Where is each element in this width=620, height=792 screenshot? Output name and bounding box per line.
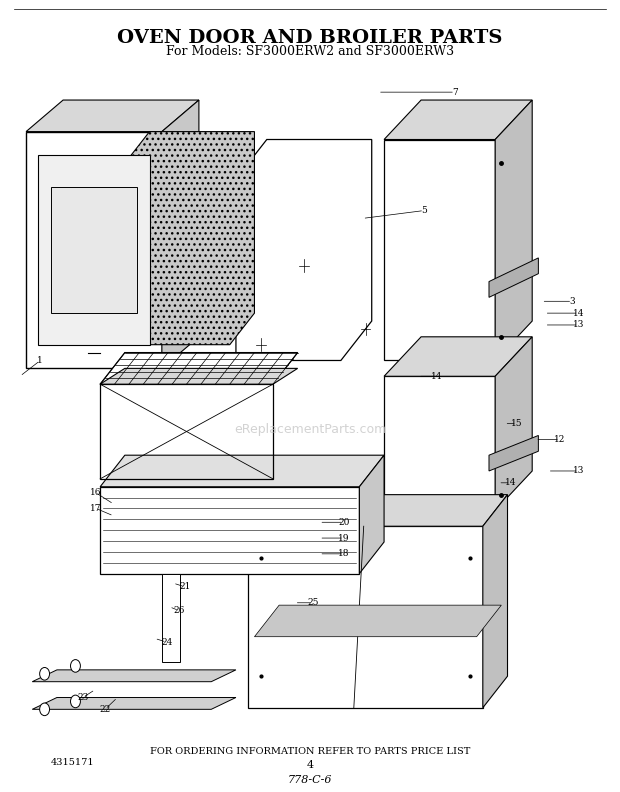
Polygon shape: [495, 100, 532, 360]
Polygon shape: [162, 100, 199, 368]
Text: 4: 4: [306, 760, 314, 771]
Text: 23: 23: [78, 693, 89, 702]
Circle shape: [71, 695, 81, 708]
Polygon shape: [100, 455, 384, 487]
Polygon shape: [162, 573, 180, 662]
Polygon shape: [360, 455, 384, 573]
Text: 4315171: 4315171: [51, 758, 94, 767]
Text: 20: 20: [339, 518, 350, 527]
Polygon shape: [100, 487, 360, 573]
Polygon shape: [384, 337, 532, 376]
Text: 16: 16: [89, 488, 101, 497]
Text: 19: 19: [338, 534, 350, 543]
Text: 12: 12: [554, 435, 565, 444]
Text: 24: 24: [161, 638, 172, 647]
Text: 14: 14: [573, 309, 584, 318]
Text: 13: 13: [573, 466, 584, 475]
Text: 14: 14: [431, 371, 442, 381]
Polygon shape: [489, 258, 538, 297]
Text: 18: 18: [338, 550, 350, 558]
Polygon shape: [125, 131, 254, 345]
Text: 3: 3: [570, 297, 575, 306]
Polygon shape: [384, 376, 495, 510]
Circle shape: [40, 668, 50, 680]
Text: 15: 15: [511, 419, 523, 428]
Polygon shape: [248, 495, 508, 526]
Polygon shape: [32, 670, 236, 682]
Polygon shape: [254, 605, 502, 637]
Text: 14: 14: [505, 478, 516, 487]
Polygon shape: [26, 100, 199, 131]
Text: 778-C-6: 778-C-6: [288, 775, 332, 786]
Text: 25: 25: [308, 598, 319, 607]
Text: 26: 26: [174, 606, 185, 615]
Circle shape: [40, 703, 50, 716]
Text: 22: 22: [99, 705, 111, 714]
Polygon shape: [26, 131, 162, 368]
Text: OVEN DOOR AND BROILER PARTS: OVEN DOOR AND BROILER PARTS: [117, 29, 503, 47]
Text: 21: 21: [180, 582, 191, 592]
Text: 7: 7: [452, 88, 458, 97]
Polygon shape: [483, 495, 508, 708]
Polygon shape: [100, 368, 298, 384]
Text: 5: 5: [421, 206, 427, 215]
Polygon shape: [384, 100, 532, 139]
Polygon shape: [38, 155, 149, 345]
Circle shape: [71, 660, 81, 672]
Polygon shape: [384, 139, 495, 360]
Text: eReplacementParts.com: eReplacementParts.com: [234, 423, 386, 436]
Text: FOR ORDERING INFORMATION REFER TO PARTS PRICE LIST: FOR ORDERING INFORMATION REFER TO PARTS …: [150, 747, 470, 756]
Text: 17: 17: [89, 504, 101, 512]
Polygon shape: [100, 352, 298, 384]
Polygon shape: [51, 187, 137, 313]
Polygon shape: [32, 698, 236, 710]
Polygon shape: [489, 436, 538, 471]
Text: For Models: SF3000ERW2 and SF3000ERW3: For Models: SF3000ERW2 and SF3000ERW3: [166, 45, 454, 58]
Polygon shape: [248, 526, 483, 708]
Polygon shape: [236, 139, 372, 360]
Text: 13: 13: [573, 321, 584, 329]
Polygon shape: [495, 337, 532, 510]
Text: 1: 1: [37, 356, 43, 365]
